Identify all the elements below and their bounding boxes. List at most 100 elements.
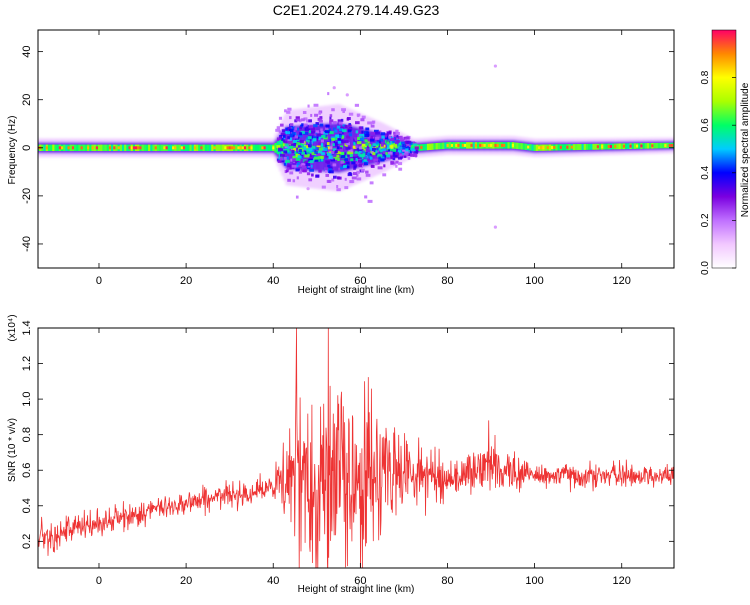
spectrogram-scatter-cell [333, 143, 338, 147]
spectrogram-scatter-cell [413, 143, 418, 147]
spectrogram-core-cell [472, 142, 476, 149]
snr-x-tick-label: 0 [96, 575, 102, 587]
spectrogram-scatter-cell [340, 160, 344, 164]
spectrogram-scatter-cell [308, 130, 312, 134]
snr-background [38, 328, 674, 568]
spectrogram-scatter-cell [356, 113, 361, 117]
spectrogram-scatter-cell [397, 162, 403, 166]
spectrogram-scatter-cell [348, 149, 353, 153]
spectrogram-scatter-cell [297, 155, 302, 159]
colorbar-tick-label: 0.2 [700, 213, 711, 227]
spectrogram-scatter-cell [284, 145, 289, 149]
spectrogram-band-cell [309, 124, 313, 172]
spectrogram-core-cell [145, 144, 149, 152]
spectrogram-scatter-cell [341, 108, 346, 112]
spectrogram-scatter-cell [292, 156, 298, 160]
spectrogram-scatter-cell [281, 137, 284, 141]
spectrogram-peak-cell [58, 146, 62, 150]
spectrogram-scatter-cell [386, 145, 391, 149]
spectrogram-core-cell [642, 143, 646, 149]
figure-title: C2E1.2024.279.14.49.G23 [273, 2, 440, 18]
spectrogram-scatter-cell [300, 142, 304, 146]
spectrogram-x-ticks: 0 20 40 60 80 100 120 [96, 30, 631, 287]
spectrogram-scatter-cell [278, 156, 281, 160]
spectrogram-core-cell [588, 143, 591, 150]
spectrogram-cells [38, 64, 674, 229]
spectrogram-scatter-cell [316, 133, 322, 137]
snr-x-label: Height of straight line (km) [298, 584, 415, 595]
spectrogram-peak-cell [511, 143, 516, 147]
spectrogram-scatter-cell [356, 170, 360, 174]
spectrogram-scatter-cell [308, 147, 313, 151]
spectrogram-scatter-cell [287, 164, 292, 168]
spectrogram-core-cell [581, 143, 585, 150]
spectrogram-scatter-cell [332, 121, 337, 125]
spectrogram-scatter-cell [415, 149, 419, 153]
spectrogram-scatter-cell [398, 146, 403, 150]
spectrogram-peak-cell [91, 146, 95, 150]
spectrogram-core-cell [466, 142, 469, 149]
spectrogram-scatter-cell [366, 131, 370, 135]
spectrogram-scatter-cell [291, 149, 295, 153]
spectrogram-scatter-cell [302, 169, 307, 173]
spectrogram-scatter-cell [310, 127, 316, 131]
spectrogram-core-cell [259, 144, 262, 152]
spectrogram-scatter-cell [365, 155, 368, 159]
spectrogram-scatter-cell [311, 152, 317, 156]
spectrogram-scatter-cell [337, 119, 342, 123]
spectrogram-scatter-cell [400, 141, 406, 145]
spectrogram-core-cell [254, 144, 258, 152]
spectrogram-scatter-cell [411, 146, 416, 150]
spectrogram-scatter-cell [344, 177, 347, 181]
spectrogram-scatter-cell [389, 144, 394, 148]
spectrogram-scatter-cell [367, 199, 373, 203]
spectrogram-scatter-cell [380, 146, 386, 150]
spectrogram-scatter-cell [309, 157, 313, 161]
spectrogram-core-cell [590, 143, 593, 150]
spectrogram-scatter-cell [357, 159, 362, 163]
spectrogram-scatter-cell [382, 173, 387, 177]
spectrogram-scatter-cell [364, 162, 368, 166]
spectrogram-scatter-cell [384, 154, 388, 158]
spectrogram-scatter-cell [405, 144, 408, 148]
spectrogram-core-cell [561, 144, 565, 151]
spectrogram-scatter-cell [378, 138, 384, 142]
spectrogram-scatter-cell [319, 135, 323, 139]
spectrogram-scatter-cell [278, 141, 283, 145]
spectrogram-x-tick-label: 120 [613, 275, 631, 287]
spectrogram-core-cell [653, 142, 656, 149]
spectrogram-core-cell [625, 143, 628, 150]
spectrogram-scatter-cell [370, 131, 376, 135]
spectrogram-core-cell [657, 142, 661, 149]
spectrogram-scatter-cell [303, 147, 306, 151]
spectrogram-scatter-cell [368, 143, 372, 147]
spectrogram-scatter-cell [294, 135, 298, 139]
spectrogram-peak-cell [670, 143, 674, 147]
spectrogram-core-cell [219, 144, 223, 152]
spectrogram-core-cell [74, 144, 77, 152]
spectrogram-peak-cell [80, 146, 85, 150]
spectrogram-scatter-cell [406, 146, 410, 150]
spectrogram-peak-cell [537, 146, 541, 150]
spectrogram-band-cell [341, 123, 345, 172]
spectrogram-core-cell [616, 143, 619, 150]
spectrogram-scatter-cell [279, 136, 282, 140]
spectrogram-peak-cell [483, 143, 488, 147]
spectrogram-frame [37, 29, 675, 269]
spectrogram-scatter-cell [356, 155, 362, 159]
spectrogram-scatter-cell [357, 147, 362, 151]
spectrogram-core-cell [618, 143, 622, 150]
spectrogram-scatter-cell [297, 127, 300, 131]
spectrogram-core-cell [196, 144, 199, 152]
spectrogram-core-cell [176, 144, 179, 152]
spectrogram-core-cell [529, 144, 532, 151]
spectrogram-scatter-cell [369, 156, 373, 160]
spectrogram-scatter-cell [314, 154, 319, 158]
spectrogram-scatter-cell [358, 146, 363, 150]
spectrogram-scatter-cell [336, 185, 339, 189]
spectrogram-scatter-cell [339, 134, 342, 138]
spectrogram-core-cell [524, 143, 528, 151]
spectrogram-scatter-cell [354, 103, 360, 107]
spectrogram-scatter-cell [307, 144, 312, 148]
spectrogram-scatter-cell [362, 150, 366, 154]
